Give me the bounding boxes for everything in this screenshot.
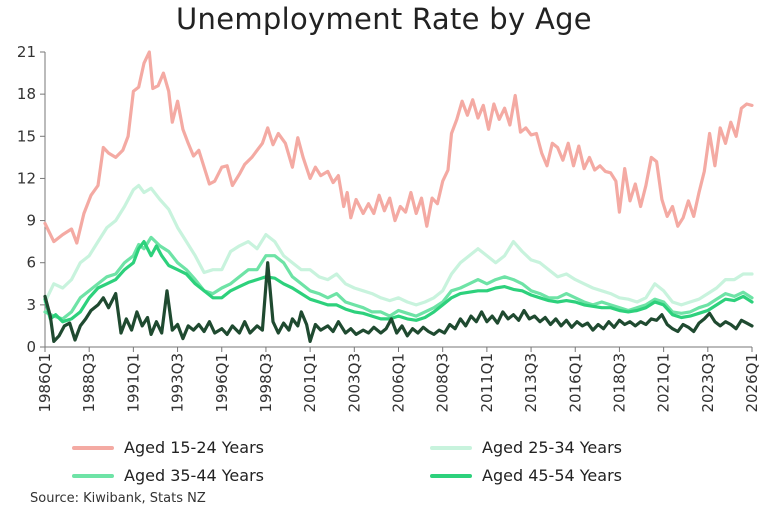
- x-tick-label: 1991Q1: [124, 353, 142, 413]
- series-line-1: [43, 50, 754, 245]
- legend-label-4: Aged 45-54 Years: [482, 466, 622, 485]
- legend-swatch-1: [72, 445, 114, 450]
- x-tick-label: 1986Q1: [36, 353, 54, 413]
- x-tick-label: 2021Q1: [655, 353, 673, 413]
- series-line-2: [43, 183, 754, 307]
- x-tick-label: 2018Q3: [610, 353, 628, 413]
- y-tick-label: 15: [17, 127, 36, 145]
- legend-swatch-2: [430, 445, 472, 450]
- legend-item-4: Aged 45-54 Years: [430, 466, 622, 485]
- y-tick-label: 3: [26, 296, 36, 314]
- legend-swatch-4: [430, 473, 472, 478]
- y-tick-label: 12: [17, 169, 36, 187]
- x-tick-label: 2016Q1: [566, 353, 584, 413]
- chart-title: Unemployment Rate by Age: [176, 2, 592, 36]
- series-line-4: [43, 240, 754, 324]
- source-note: Source: Kiwibank, Stats NZ: [30, 491, 206, 506]
- series-group: [43, 50, 754, 343]
- series-line-5: [43, 261, 754, 343]
- x-tick-label: 2026Q1: [743, 353, 761, 413]
- x-tick-label: 1998Q3: [257, 353, 275, 413]
- x-tick-label: 2011Q1: [478, 353, 496, 413]
- legend-label-2: Aged 25-34 Years: [482, 438, 622, 457]
- axes: [44, 52, 752, 348]
- y-tick-label: 9: [26, 212, 36, 230]
- legend-item-1: Aged 15-24 Years: [72, 438, 264, 457]
- x-tick-label: 2008Q3: [434, 353, 452, 413]
- x-tick-label: 1988Q3: [80, 353, 98, 413]
- y-tick-label: 0: [26, 338, 36, 356]
- x-tick-label: 2001Q1: [301, 353, 319, 413]
- y-tick-label: 18: [17, 85, 36, 103]
- legend-swatch-3: [72, 473, 114, 478]
- x-tick-label: 2023Q3: [699, 353, 717, 413]
- y-tick-label: 21: [17, 43, 36, 61]
- x-axis-ticks: 1986Q1 1988Q3 1991Q1 1993Q3 1996Q1 1998Q3 2001…: [36, 347, 761, 413]
- legend-label-1: Aged 15-24 Years: [124, 438, 264, 457]
- y-tick-label: 6: [26, 254, 36, 272]
- x-tick-label: 2006Q1: [390, 353, 408, 413]
- y-axis-ticks: 0 3 6 9 12 15 18 21: [17, 43, 45, 356]
- x-tick-label: 2013Q3: [522, 353, 540, 413]
- legend-item-3: Aged 35-44 Years: [72, 466, 264, 485]
- x-tick-label: 1993Q3: [169, 353, 187, 413]
- x-tick-label: 1996Q1: [213, 353, 231, 413]
- series-line-3: [43, 235, 754, 321]
- legend-label-3: Aged 35-44 Years: [124, 466, 264, 485]
- x-tick-label: 2003Q3: [345, 353, 363, 413]
- legend-item-2: Aged 25-34 Years: [430, 438, 622, 457]
